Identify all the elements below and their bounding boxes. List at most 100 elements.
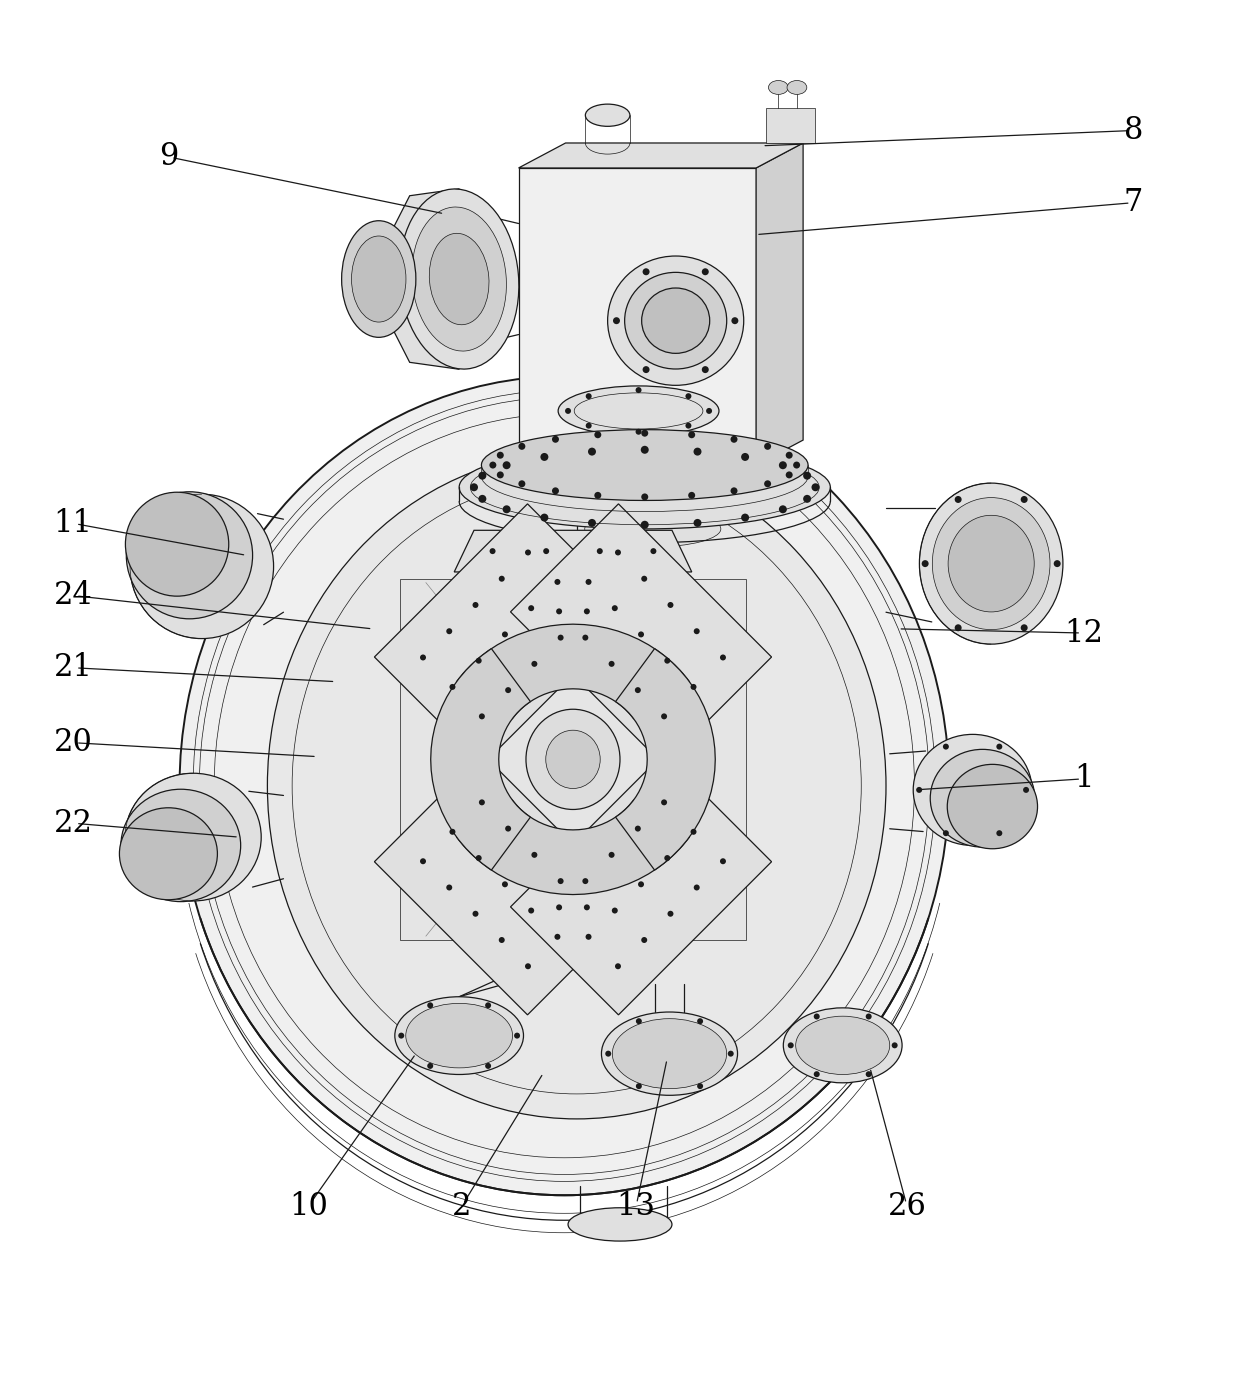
Circle shape [525,963,531,970]
Circle shape [794,462,800,469]
Circle shape [558,878,564,885]
Ellipse shape [130,494,274,638]
Circle shape [613,317,620,324]
Ellipse shape [405,1003,512,1068]
Text: 20: 20 [53,727,93,758]
Ellipse shape [125,492,228,597]
Circle shape [693,448,702,456]
Circle shape [921,561,929,568]
Circle shape [728,1050,734,1057]
Circle shape [786,472,792,479]
Ellipse shape [784,1008,901,1082]
Circle shape [813,1014,820,1020]
Ellipse shape [625,273,727,369]
Circle shape [779,505,787,513]
Text: 1: 1 [1074,764,1094,794]
Ellipse shape [947,765,1038,849]
Circle shape [479,472,486,480]
Text: 24: 24 [53,580,93,611]
Ellipse shape [526,709,620,810]
Circle shape [742,453,749,460]
Circle shape [528,605,534,611]
Circle shape [955,625,962,632]
Circle shape [584,904,590,910]
Circle shape [804,495,811,502]
Circle shape [693,519,702,527]
Circle shape [636,1084,642,1089]
Bar [518,168,756,465]
Circle shape [866,1071,872,1077]
Ellipse shape [180,376,949,1195]
Circle shape [585,579,591,584]
Circle shape [686,394,692,399]
Circle shape [706,408,712,415]
Circle shape [720,655,725,661]
Ellipse shape [394,997,523,1074]
Circle shape [446,629,453,634]
Circle shape [585,423,591,428]
Circle shape [697,1018,703,1024]
Polygon shape [615,648,715,871]
Circle shape [588,448,596,456]
Ellipse shape [641,288,709,353]
Circle shape [472,602,479,608]
Polygon shape [518,143,804,168]
Circle shape [485,1063,491,1068]
Circle shape [641,938,647,943]
Ellipse shape [913,734,1032,846]
Ellipse shape [351,236,405,323]
Circle shape [554,579,560,584]
Ellipse shape [613,1018,727,1089]
Circle shape [667,911,673,917]
Ellipse shape [558,385,719,435]
Circle shape [502,882,508,887]
Circle shape [702,366,709,373]
Circle shape [641,430,649,437]
Circle shape [498,938,505,943]
Ellipse shape [608,256,744,385]
Circle shape [515,1032,520,1039]
Circle shape [490,548,496,554]
Circle shape [661,800,667,805]
Ellipse shape [930,750,1034,847]
Ellipse shape [126,492,253,619]
Circle shape [639,632,644,637]
Text: 2: 2 [451,1191,471,1221]
Circle shape [479,800,485,805]
Circle shape [585,933,591,940]
Ellipse shape [949,515,1034,612]
Circle shape [636,387,641,394]
Circle shape [594,492,601,499]
Circle shape [1021,497,1028,504]
Circle shape [428,1003,433,1008]
Ellipse shape [932,498,1050,630]
Circle shape [916,787,923,793]
Circle shape [518,480,526,487]
Text: 21: 21 [53,652,93,683]
Circle shape [528,907,534,914]
Text: 9: 9 [159,142,179,172]
Circle shape [583,878,588,885]
Ellipse shape [601,1013,738,1095]
Ellipse shape [268,452,887,1118]
Ellipse shape [122,789,241,901]
Circle shape [866,1014,872,1020]
Circle shape [813,1071,820,1077]
Circle shape [730,487,738,494]
Polygon shape [374,504,635,765]
Circle shape [605,1050,611,1057]
Circle shape [532,661,537,666]
Circle shape [596,548,603,554]
Bar [399,579,746,940]
Circle shape [476,855,481,861]
Ellipse shape [119,808,217,900]
Circle shape [449,829,455,835]
Circle shape [688,431,696,438]
Circle shape [420,655,427,661]
Ellipse shape [585,510,720,547]
Circle shape [1054,561,1060,568]
Ellipse shape [579,444,727,485]
Text: 12: 12 [1064,618,1104,648]
Circle shape [398,1032,404,1039]
Circle shape [787,1042,794,1049]
